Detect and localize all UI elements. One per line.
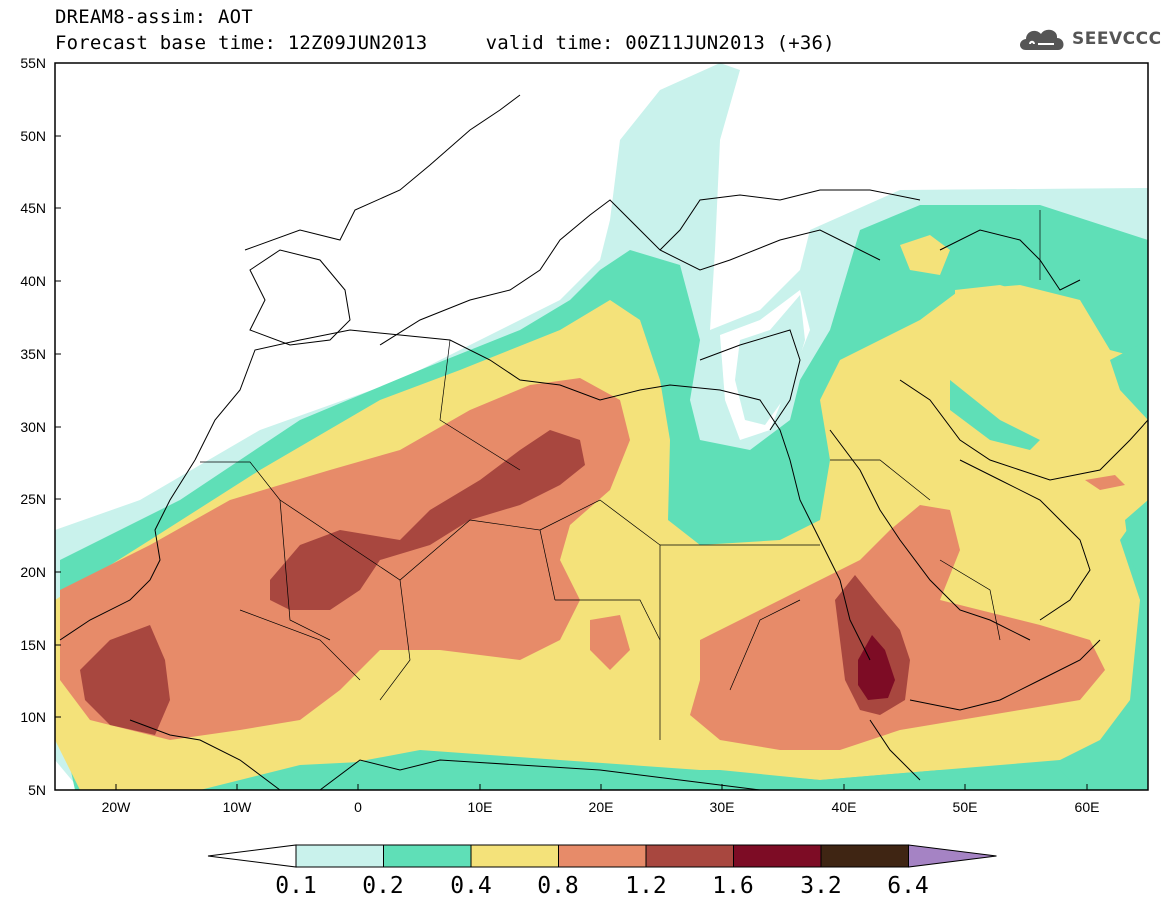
lat-label: 55N (20, 55, 46, 71)
colorbar-labels: 0.1 0.2 0.4 0.8 1.2 1.6 3.2 6.4 (275, 873, 929, 899)
colorbar-label: 1.2 (625, 873, 667, 899)
aot-contour-field (55, 63, 1148, 790)
cloud-icon (1020, 29, 1064, 50)
colorbar-swatch (470, 844, 559, 868)
lat-label: 45N (20, 200, 46, 216)
colorbar-label: 3.2 (800, 873, 842, 899)
colorbar-over-triangle (908, 844, 997, 868)
colorbar-swatch (295, 844, 384, 868)
logo-text: SEEVCCC (1072, 29, 1162, 49)
colorbar-label: 0.4 (450, 873, 492, 899)
colorbar-label: 0.1 (275, 873, 317, 899)
colorbar-under-triangle (207, 844, 297, 868)
map-title: DREAM8-assim: AOT (55, 6, 253, 28)
latitude-labels: 55N 50N 45N 40N 35N 30N 25N 20N 15N 10N … (20, 55, 46, 798)
colorbar-swatch (645, 844, 734, 868)
colorbar-label: 6.4 (887, 873, 929, 899)
lon-label: 10E (468, 799, 493, 815)
contour-1.2-region (80, 625, 170, 735)
coastlines (59, 94, 1148, 790)
lat-label: 15N (20, 637, 46, 653)
lon-label: 20W (102, 799, 132, 815)
axis-ticks (55, 62, 1088, 791)
lat-label: 20N (20, 564, 46, 580)
lon-label: 20E (589, 799, 614, 815)
lon-label: 40E (832, 799, 857, 815)
colorbar-swatch (383, 844, 472, 868)
lon-label: 30E (710, 799, 735, 815)
country-borders (200, 210, 1041, 740)
colorbar-label: 0.8 (537, 873, 579, 899)
lon-label: 50E (953, 799, 978, 815)
colorbar-swatch (733, 844, 822, 868)
colorbar-swatch (558, 844, 647, 868)
lat-label: 50N (20, 128, 46, 144)
lon-label: 10W (223, 799, 253, 815)
lat-label: 10N (20, 709, 46, 725)
contour-1.6-region (858, 635, 895, 700)
lat-label: 35N (20, 346, 46, 362)
seevccc-logo: SEEVCCC (1016, 24, 1162, 54)
lon-label: 0 (354, 799, 362, 815)
lat-label: 25N (20, 491, 46, 507)
lat-label: 5N (28, 782, 46, 798)
lat-label: 40N (20, 273, 46, 289)
colorbar (207, 844, 997, 868)
longitude-labels: 20W 10W 0 10E 20E 30E 40E 50E 60E (102, 799, 1100, 815)
colorbar-swatch (820, 844, 909, 868)
lon-label: 60E (1075, 799, 1100, 815)
lat-label: 30N (20, 419, 46, 435)
colorbar-label: 1.6 (712, 873, 754, 899)
forecast-time-subtitle: Forecast base time: 12Z09JUN2013 valid t… (55, 32, 835, 54)
colorbar-label: 0.2 (362, 873, 404, 899)
